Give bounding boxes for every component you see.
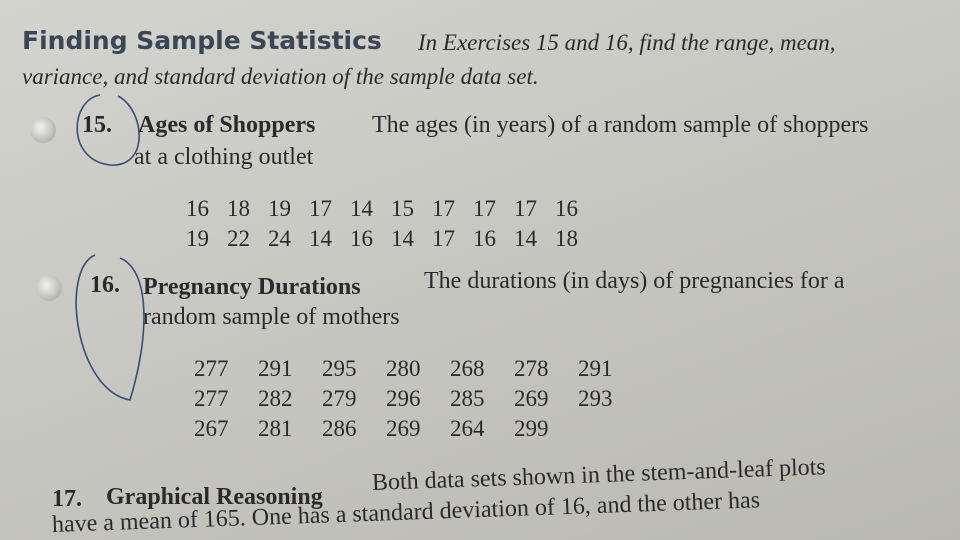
pen-circle — [75, 254, 145, 401]
data-row: 277 282 279 296 285 269 293 — [194, 386, 642, 416]
exercise-title: Pregnancy Durations — [143, 274, 361, 300]
data-value: 291 — [258, 356, 293, 381]
exercise-number: 16. — [90, 272, 120, 298]
data-value: 16 — [555, 196, 578, 221]
data-value: 15 — [391, 196, 414, 221]
data-row: 267 281 286 269 264 299 — [194, 416, 642, 446]
data-row: 16 18 19 17 14 15 17 17 17 16 — [186, 196, 596, 226]
data-value: 279 — [322, 386, 357, 411]
exercise-number: 15. — [82, 112, 112, 138]
data-value: 293 — [578, 386, 613, 411]
data-value: 296 — [386, 386, 421, 411]
data-value: 14 — [514, 226, 537, 251]
data-value: 16 — [473, 226, 496, 251]
data-value: 18 — [227, 196, 250, 221]
data-value: 19 — [268, 196, 291, 221]
instructions: In Exercises 15 and 16, find the range, … — [418, 30, 836, 55]
data-value: 299 — [514, 416, 549, 441]
data-row: 19 22 24 14 16 14 17 16 14 18 — [186, 226, 596, 256]
data-value: 278 — [514, 356, 549, 381]
data-value: 17 — [514, 196, 537, 221]
data-value: 22 — [227, 226, 250, 251]
exercise-number: 17. — [52, 486, 82, 512]
data-value: 17 — [473, 196, 496, 221]
exercise-text: random sample of mothers — [143, 304, 400, 330]
section-title: Finding Sample Statistics — [22, 26, 382, 55]
data-value: 14 — [391, 226, 414, 251]
data-value: 286 — [322, 416, 357, 441]
data-table: 16 18 19 17 14 15 17 17 17 16 19 22 24 14 16 14 17 16 14 18 — [186, 196, 596, 256]
data-table: 277 291 295 280 268 278 291 277 282 279 296 285 269 2… — [194, 356, 642, 446]
data-value: 17 — [309, 196, 332, 221]
data-value: 282 — [258, 386, 293, 411]
data-value: 268 — [450, 356, 485, 381]
exercise-text: The ages (in years) of a random sample o… — [372, 112, 869, 138]
data-value: 295 — [322, 356, 357, 381]
data-value: 18 — [555, 226, 578, 251]
data-value: 269 — [386, 416, 421, 441]
data-value: 280 — [386, 356, 421, 381]
data-value: 285 — [450, 386, 485, 411]
data-value: 24 — [268, 226, 291, 251]
data-value: 16 — [350, 226, 373, 251]
data-row: 277 291 295 280 268 278 291 — [194, 356, 642, 386]
exercise-text: The durations (in days) of pregnancies f… — [424, 268, 845, 294]
data-value: 281 — [258, 416, 293, 441]
data-value: 19 — [186, 226, 209, 251]
exercise-title: Graphical Reasoning — [106, 484, 323, 510]
data-value: 267 — [194, 416, 229, 441]
bullet-icon — [30, 117, 56, 143]
instructions: variance, and standard deviation of the … — [22, 64, 539, 89]
data-value: 16 — [186, 196, 209, 221]
data-value: 14 — [350, 196, 373, 221]
data-value: 277 — [194, 386, 229, 411]
bullet-icon — [36, 275, 62, 301]
data-value: 269 — [514, 386, 549, 411]
pen-circle — [76, 94, 140, 166]
data-value: 17 — [432, 226, 455, 251]
data-value: 14 — [309, 226, 332, 251]
exercise-title: Ages of Shoppers — [138, 112, 316, 138]
exercise-text: at a clothing outlet — [134, 144, 314, 170]
data-value: 264 — [450, 416, 485, 441]
data-value: 17 — [432, 196, 455, 221]
data-value: 291 — [578, 356, 613, 381]
data-value: 277 — [194, 356, 229, 381]
